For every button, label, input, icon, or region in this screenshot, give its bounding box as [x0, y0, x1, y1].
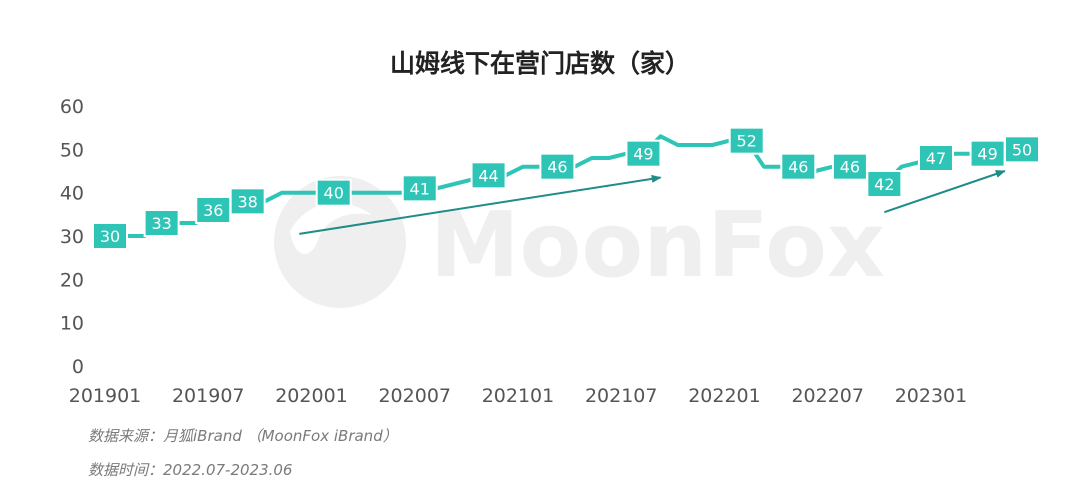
data-label-box: [539, 152, 576, 181]
data-label: 50: [1004, 135, 1040, 164]
chart-title: 山姆线下在营门店数（家）: [389, 49, 690, 78]
data-label: 30: [92, 222, 128, 250]
data-label-text: 42: [874, 175, 894, 194]
data-label-text: 44: [478, 166, 498, 185]
data-label: 46: [780, 152, 817, 181]
data-label-box: [401, 174, 438, 203]
data-label-text: 40: [324, 184, 344, 203]
data-label-box: [92, 222, 128, 250]
y-tick-label: 10: [60, 313, 84, 335]
data-label: 38: [229, 187, 266, 216]
trend-arrow: [884, 170, 1006, 214]
data-label-box: [315, 178, 352, 207]
data-label-box: [1004, 135, 1040, 164]
data-label-box: [917, 144, 954, 172]
data-label-text: 50: [1012, 140, 1032, 159]
x-tick-label: 201907: [172, 385, 245, 407]
trend-arrow: [299, 174, 662, 235]
watermark-text: MoonFox: [430, 193, 885, 298]
data-label: 40: [315, 178, 352, 207]
data-label-box: [969, 139, 1006, 168]
y-tick-label: 30: [60, 226, 84, 248]
x-tick-label: 202101: [482, 385, 555, 407]
data-label: 33: [143, 209, 180, 237]
data-label: 41: [401, 174, 438, 203]
data-label-box: [728, 126, 765, 155]
data-label-box: [229, 187, 266, 216]
y-axis: 0 10 20 30 40 50 60: [60, 96, 84, 378]
data-label-text: 38: [237, 192, 257, 211]
date-note: 数据时间：2022.07-2023.06: [88, 461, 293, 479]
x-tick-label: 202007: [378, 385, 451, 407]
y-tick-label: 20: [60, 269, 84, 291]
x-tick-label: 202301: [895, 385, 968, 407]
moonfox-watermark: MoonFox: [274, 176, 885, 308]
y-tick-label: 0: [72, 356, 84, 378]
data-label-text: 52: [736, 132, 756, 151]
data-label-text: 41: [410, 179, 430, 198]
data-label-box: [470, 161, 507, 190]
data-label-box: [625, 139, 662, 168]
data-label: 47: [917, 144, 954, 172]
data-labels: 30 33 36 38 40 41 44 46 49 52 46 46 42 47 49 50: [92, 126, 1040, 250]
data-label-text: 30: [100, 227, 120, 246]
data-label-box: [143, 209, 180, 237]
data-label: 42: [866, 170, 903, 198]
data-label: 46: [831, 152, 868, 181]
data-label-text: 49: [633, 145, 653, 164]
x-tick-label: 202201: [688, 385, 761, 407]
data-label: 44: [470, 161, 507, 190]
data-label-text: 33: [151, 214, 171, 233]
x-axis: 201901 201907 202001 202007 202101 202107 2022…: [69, 385, 967, 407]
data-label-text: 46: [840, 158, 860, 177]
x-tick-label: 201901: [69, 385, 142, 407]
data-label-box: [195, 196, 232, 224]
data-label-text: 36: [203, 201, 223, 220]
moonfox-logo-icon: [274, 176, 406, 308]
data-label: 36: [195, 196, 232, 224]
data-label: 49: [625, 139, 662, 168]
data-label-text: 46: [547, 158, 567, 177]
x-tick-label: 202001: [275, 385, 348, 407]
x-tick-label: 202107: [585, 385, 658, 407]
data-label-box: [831, 152, 868, 181]
data-label: 49: [969, 139, 1006, 168]
y-tick-label: 40: [60, 183, 84, 205]
data-label-text: 46: [788, 158, 808, 177]
data-label: 46: [539, 152, 576, 181]
data-label-box: [780, 152, 817, 181]
data-label-text: 47: [926, 149, 946, 168]
y-tick-label: 60: [60, 96, 84, 118]
source-note: 数据来源：月狐iBrand （MoonFox iBrand）: [88, 427, 398, 445]
data-label-text: 49: [977, 145, 997, 164]
data-label: 52: [728, 126, 765, 155]
y-tick-label: 50: [60, 139, 84, 161]
trend-arrows: [299, 170, 1006, 235]
data-label-box: [866, 170, 903, 198]
x-tick-label: 202207: [791, 385, 864, 407]
